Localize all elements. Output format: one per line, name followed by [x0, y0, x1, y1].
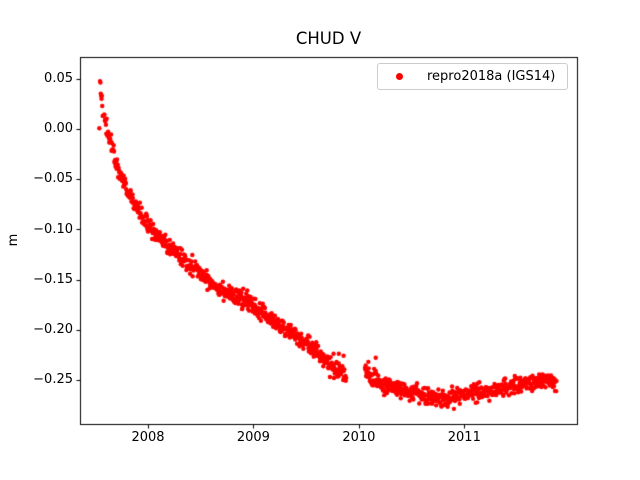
- y-tick-label: −0.15: [33, 271, 73, 287]
- legend-marker-dot: [396, 73, 403, 80]
- x-tick-label: 2011: [447, 430, 481, 445]
- y-tick-label: −0.10: [33, 221, 73, 237]
- y-tick-label: −0.25: [33, 371, 73, 387]
- y-tick-label: −0.20: [33, 321, 73, 337]
- x-tick-label: 2008: [131, 430, 165, 445]
- x-tick-label: 2009: [236, 430, 270, 445]
- y-tick-label: 0.05: [44, 71, 73, 87]
- y-tick-label: −0.05: [33, 171, 73, 187]
- y-tick-label: 0.00: [44, 121, 73, 137]
- legend: repro2018a (IGS14): [377, 63, 568, 90]
- chart-title: CHUD V: [295, 29, 362, 48]
- x-tick-label: 2010: [342, 430, 376, 445]
- legend-label: repro2018a (IGS14): [427, 69, 556, 84]
